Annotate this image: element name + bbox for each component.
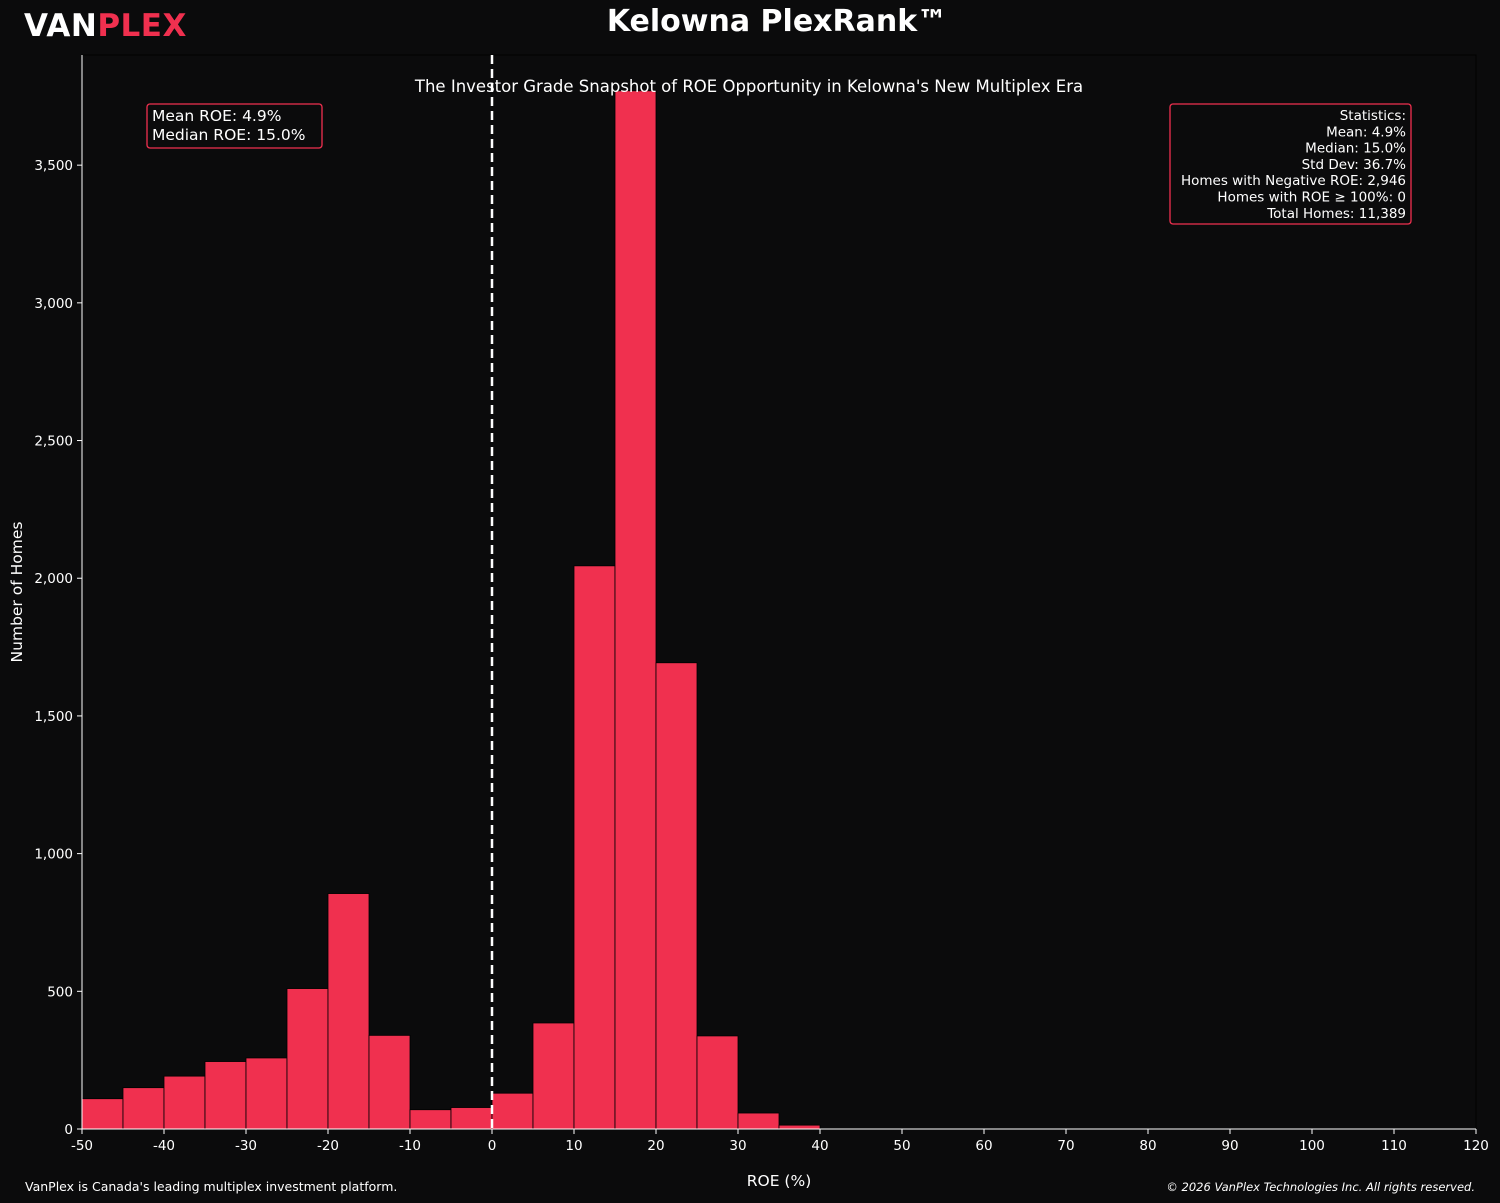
x-tick-label: 0 (488, 1138, 497, 1154)
svg-text:Statistics:Mean: 4.9%Median: 1: Statistics: Mean: 4.9% Median: 15.0% Std De… (1181, 108, 1406, 222)
y-tick-label: 1,000 (34, 847, 73, 863)
stats-box-line: Median: 15.0% (1305, 141, 1406, 157)
y-tick-label: 2,000 (34, 571, 73, 587)
y-tick-label: 500 (47, 984, 73, 1000)
footer-copyright: © 2026 VanPlex Technologies Inc. All rig… (1166, 1180, 1475, 1194)
x-tick-label: 40 (811, 1138, 828, 1154)
x-tick-label: -20 (317, 1138, 339, 1154)
x-tick-label: 10 (565, 1138, 582, 1154)
x-tick-label: 100 (1299, 1138, 1325, 1154)
x-tick-label: 90 (1221, 1138, 1238, 1154)
histogram-bar-16 (737, 1112, 780, 1130)
x-tick-label: 60 (975, 1138, 992, 1154)
histogram-bar-17 (778, 1124, 821, 1130)
y-tick-label: 1,500 (34, 709, 73, 725)
stats-box-line: Homes with ROE ≥ 100%: 0 (1217, 190, 1406, 206)
y-tick-label: 3,000 (34, 296, 73, 312)
stats-box-line: Homes with Negative ROE: 2,946 (1181, 173, 1406, 189)
histogram-bar-9 (450, 1107, 493, 1130)
histogram-bar-0 (81, 1098, 124, 1130)
histogram-bar-3 (204, 1061, 247, 1130)
histogram-bar-15 (696, 1035, 739, 1130)
histogram-bar-13 (614, 90, 657, 1130)
histogram-bar-10 (491, 1092, 534, 1130)
y-tick-label: 0 (64, 1122, 73, 1138)
x-tick-label: 30 (729, 1138, 746, 1154)
vanplex-logo: VANPLEX (24, 8, 187, 44)
plot-area (81, 54, 1477, 1130)
footer-tagline: VanPlex is Canada's leading multiplex in… (25, 1179, 398, 1194)
axes: -50 -40 -30 -20 -10 0 10 20 30 40 50 60 70 80 90 100 110… (34, 55, 1489, 1154)
histogram-bar-7 (368, 1034, 411, 1130)
x-tick-label: -40 (153, 1138, 175, 1154)
statistics-box: Statistics: Mean: 4.9% Median: 15.0% Std De… (1169, 103, 1412, 225)
histogram-bar-8 (409, 1109, 452, 1130)
x-tick-label: -30 (235, 1138, 257, 1154)
x-tick-label: -10 (399, 1138, 421, 1154)
histogram-bar-1 (122, 1087, 165, 1130)
stats-box-line: Mean: 4.9% (1326, 124, 1406, 140)
histogram-bar-4 (245, 1057, 288, 1130)
svg-text:Mean ROE: 4.9%Median ROE: 15.0: Mean ROE: 4.9% Median ROE: 15.0% (152, 107, 305, 144)
x-tick-label: 20 (647, 1138, 664, 1154)
x-tick-label: 120 (1463, 1138, 1489, 1154)
histogram-bar-6 (327, 893, 370, 1130)
histogram-bar-5 (286, 988, 329, 1130)
page-title: Kelowna PlexRank™ (606, 4, 948, 39)
x-tick-label: 110 (1381, 1138, 1407, 1154)
histogram-bar-2 (163, 1075, 206, 1130)
x-axis-label: ROE (%) (747, 1172, 812, 1190)
mean-box-line: Mean ROE: 4.9% (152, 107, 281, 125)
y-axis-label: Number of Homes (8, 522, 26, 663)
mean-box-line: Median ROE: 15.0% (152, 126, 305, 144)
stats-box-line: Std Dev: 36.7% (1302, 157, 1407, 173)
stats-box-line: Statistics: (1340, 108, 1406, 124)
y-tick-label: 3,500 (34, 158, 73, 174)
x-tick-label: 80 (1139, 1138, 1156, 1154)
histogram-bars (81, 90, 821, 1130)
x-tick-label: -50 (71, 1138, 93, 1154)
stats-box-line: Total Homes: 11,389 (1266, 206, 1406, 222)
chart-subtitle: The Investor Grade Snapshot of ROE Oppor… (414, 77, 1083, 96)
y-tick-label: 2,500 (34, 434, 73, 450)
logo-part-van: VAN (24, 8, 98, 44)
histogram-bar-14 (655, 662, 698, 1130)
x-tick-label: 70 (1057, 1138, 1074, 1154)
mean-median-box: Mean ROE: 4.9% Median ROE: 15.0% (146, 103, 323, 149)
histogram-bar-12 (573, 565, 616, 1130)
x-tick-label: 50 (893, 1138, 910, 1154)
histogram-bar-11 (532, 1022, 575, 1130)
logo-part-plex: PLEX (97, 8, 187, 44)
